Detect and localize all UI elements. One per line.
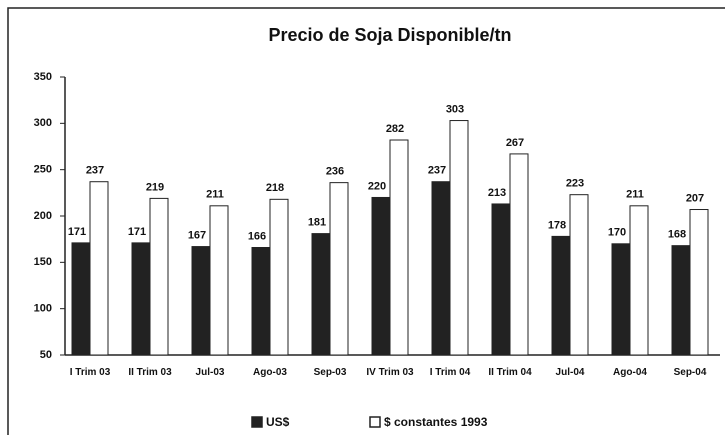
bar — [71, 242, 91, 356]
value-label: 171 — [68, 226, 86, 238]
value-label: 236 — [326, 166, 344, 178]
x-tick-label: I Trim 04 — [429, 367, 471, 378]
bar — [311, 233, 331, 356]
legend-swatch — [369, 416, 381, 428]
value-label: 220 — [368, 180, 386, 192]
y-tick-label: 150 — [34, 256, 52, 268]
bar — [149, 197, 169, 356]
value-label: 237 — [428, 165, 446, 177]
value-label: 282 — [386, 123, 404, 135]
value-label: 219 — [146, 181, 164, 193]
bar — [569, 194, 589, 356]
bar — [629, 205, 649, 356]
bar — [389, 139, 409, 356]
value-label: 303 — [446, 103, 464, 115]
chart-title: Precio de Soja Disponible/tn — [268, 25, 511, 45]
bar — [611, 243, 631, 356]
value-label: 171 — [128, 226, 146, 238]
bar — [671, 245, 691, 356]
y-tick-label: 350 — [34, 71, 52, 83]
x-tick-label: Ago-03 — [253, 367, 287, 378]
bar — [191, 246, 211, 356]
bar — [371, 196, 391, 356]
value-label: 267 — [506, 137, 524, 149]
legend-swatch — [251, 416, 263, 428]
value-label: 218 — [266, 182, 284, 194]
legend-label: $ constantes 1993 — [384, 415, 488, 429]
y-tick-label: 300 — [34, 117, 52, 129]
value-label: 237 — [86, 165, 104, 177]
bar — [491, 203, 511, 356]
x-tick-label: Sep-04 — [673, 367, 707, 378]
value-label: 223 — [566, 178, 584, 190]
x-tick-label: I Trim 03 — [69, 367, 111, 378]
y-tick-label: 100 — [34, 303, 52, 315]
bar — [89, 181, 109, 356]
bar — [689, 209, 709, 356]
value-label: 207 — [686, 192, 704, 204]
x-tick-label: Jul-03 — [195, 367, 225, 378]
value-label: 211 — [206, 189, 224, 201]
bar — [131, 242, 151, 356]
legend-label: US$ — [266, 415, 290, 429]
x-tick-label: II Trim 04 — [488, 367, 532, 378]
value-label: 178 — [548, 219, 566, 231]
x-tick-label: Jul-04 — [555, 367, 585, 378]
value-label: 211 — [626, 189, 644, 201]
bar — [329, 182, 349, 356]
value-label: 168 — [668, 229, 686, 241]
x-tick-label: Ago-04 — [613, 367, 647, 378]
bar — [551, 235, 571, 356]
value-label: 167 — [188, 229, 206, 241]
value-label: 170 — [608, 227, 626, 239]
x-tick-label: Sep-03 — [313, 367, 347, 378]
frame — [7, 7, 725, 435]
x-tick-label: IV Trim 03 — [366, 367, 414, 378]
y-tick-label: 50 — [40, 349, 52, 361]
bar — [449, 120, 469, 356]
value-label: 213 — [488, 187, 506, 199]
y-tick-label: 200 — [34, 210, 52, 222]
bar — [251, 247, 271, 356]
bar — [431, 181, 451, 356]
value-label: 166 — [248, 230, 266, 242]
bar — [269, 198, 289, 356]
value-label: 181 — [308, 217, 326, 229]
x-tick-label: II Trim 03 — [128, 367, 172, 378]
bar — [509, 153, 529, 356]
y-tick-label: 250 — [34, 164, 52, 176]
bar — [209, 205, 229, 356]
